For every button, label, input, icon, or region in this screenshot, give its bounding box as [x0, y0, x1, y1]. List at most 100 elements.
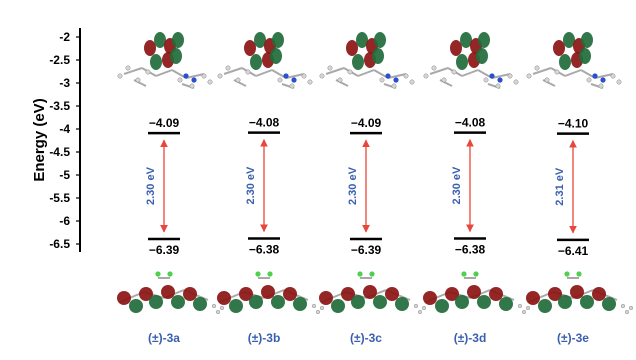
homo-value-label: −6.39: [149, 243, 180, 257]
bond: [325, 67, 345, 75]
band-gap-label: 2.30 eV: [245, 166, 257, 205]
atom: [586, 77, 592, 83]
orbital-lobe: [558, 295, 572, 309]
homo-orbital-image: [423, 271, 531, 315]
atom: [215, 309, 221, 315]
orbital-lobe: [423, 291, 437, 305]
atom: [177, 77, 183, 83]
atom-chlorine: [461, 271, 467, 277]
orbital-lobe: [150, 54, 162, 70]
atom-chlorine: [473, 271, 479, 277]
orbital-lobe: [254, 32, 266, 48]
bond: [155, 69, 173, 77]
atom: [319, 305, 325, 311]
compound-column: −4.09 −6.39 2.30 eV (±)-3c: [319, 32, 427, 345]
atom-chlorine: [357, 271, 363, 277]
atom: [189, 83, 195, 89]
atom: [413, 303, 419, 309]
orbital-lobe: [183, 287, 197, 301]
orbital-lobe: [351, 295, 365, 309]
homo-value-label: −6.38: [249, 242, 280, 256]
atom-nitrogen: [183, 73, 189, 79]
atom: [347, 69, 353, 75]
y-axis-label: Energy (eV): [31, 98, 48, 181]
bond: [532, 67, 552, 75]
atom: [145, 69, 151, 75]
atom-nitrogen: [489, 73, 495, 79]
atom-nitrogen: [393, 77, 399, 83]
band-gap-label: 2.30 eV: [347, 166, 359, 205]
orbital-lobe: [477, 295, 491, 309]
atom: [301, 73, 307, 79]
atom: [307, 79, 313, 85]
band-gap-label: 2.30 eV: [145, 166, 157, 205]
atom-chlorine: [155, 271, 161, 277]
compound-label: (±)-3c: [350, 331, 382, 345]
orbital-lobe: [435, 299, 449, 313]
homo-orbital-image: [117, 271, 225, 315]
y-tick-label: -6.5: [49, 237, 70, 251]
orbital-lobe: [456, 54, 468, 70]
atom: [235, 77, 241, 83]
atom: [525, 305, 531, 311]
atom-nitrogen: [600, 77, 606, 83]
lumo-orbital-image: [217, 32, 313, 89]
atom: [421, 305, 427, 311]
lumo-value-label: −4.09: [351, 116, 382, 130]
orbital-lobe: [579, 48, 591, 64]
compound-columns: −4.09 −6.39 2.30 eV (±)-3a −4.08 −6.38 2.30 eV…: [117, 32, 634, 345]
bond: [185, 73, 205, 79]
homo-value-label: −6.38: [455, 242, 486, 256]
bond: [387, 73, 407, 79]
orbital-lobe: [117, 291, 131, 305]
atom: [620, 303, 626, 309]
orbital-lobe: [395, 297, 409, 311]
atom: [417, 309, 423, 315]
bond: [357, 69, 375, 77]
lumo-orbital-image: [526, 32, 622, 89]
homo-value-label: −6.41: [558, 244, 589, 258]
atom-chlorine: [167, 271, 173, 277]
atom: [610, 73, 616, 79]
homo-orbital-image: [319, 271, 427, 315]
orbital-lobe: [526, 291, 540, 305]
atom: [245, 69, 251, 75]
atom: [391, 83, 397, 89]
atom-chlorine: [267, 271, 273, 277]
atom-nitrogen: [283, 73, 289, 79]
y-axis-ticks: -2 -2.5 -3 -3.5 -4 -4.5 -5 -5.5 -6 -6.5: [49, 30, 80, 251]
atom: [217, 73, 223, 79]
lumo-orbital-image: [319, 32, 415, 89]
atom: [483, 77, 489, 83]
orbital-lobe: [478, 32, 490, 48]
atom: [513, 79, 519, 85]
atom: [379, 77, 385, 83]
orbital-lobe: [170, 48, 182, 64]
orbital-lobe: [171, 295, 185, 309]
compound-label: (±)-3e: [557, 331, 589, 345]
compound-column: −4.08 −6.38 2.30 eV (±)-3b: [217, 32, 325, 345]
compound-column: −4.08 −6.38 2.30 eV (±)-3d: [423, 32, 531, 345]
band-gap-label: 2.30 eV: [451, 166, 463, 205]
atom: [431, 65, 437, 71]
compound-column: −4.09 −6.39 2.30 eV (±)-3a: [117, 32, 225, 345]
orbital-lobe: [363, 285, 377, 299]
atom: [598, 83, 604, 89]
compound-label: (±)-3a: [148, 331, 180, 345]
orbital-lobe: [373, 295, 387, 309]
y-tick-label: -3.5: [49, 99, 70, 113]
y-tick-label: -5.5: [49, 191, 70, 205]
y-tick-label: -2: [59, 30, 70, 44]
orbital-lobe: [563, 32, 575, 48]
atom: [423, 73, 429, 79]
homo-orbital-image: [217, 271, 325, 315]
orbital-lobe: [455, 295, 469, 309]
orbital-lobe: [476, 48, 488, 64]
y-tick-label: -4.5: [49, 145, 70, 159]
lumo-value-label: −4.08: [455, 116, 486, 130]
orbital-lobe: [385, 287, 399, 301]
atom: [451, 69, 457, 75]
orbital-lobe: [217, 291, 231, 305]
compound-column: −4.10 −6.41 2.31 eV (±)-3e: [526, 32, 634, 345]
orbital-lobe: [149, 295, 163, 309]
